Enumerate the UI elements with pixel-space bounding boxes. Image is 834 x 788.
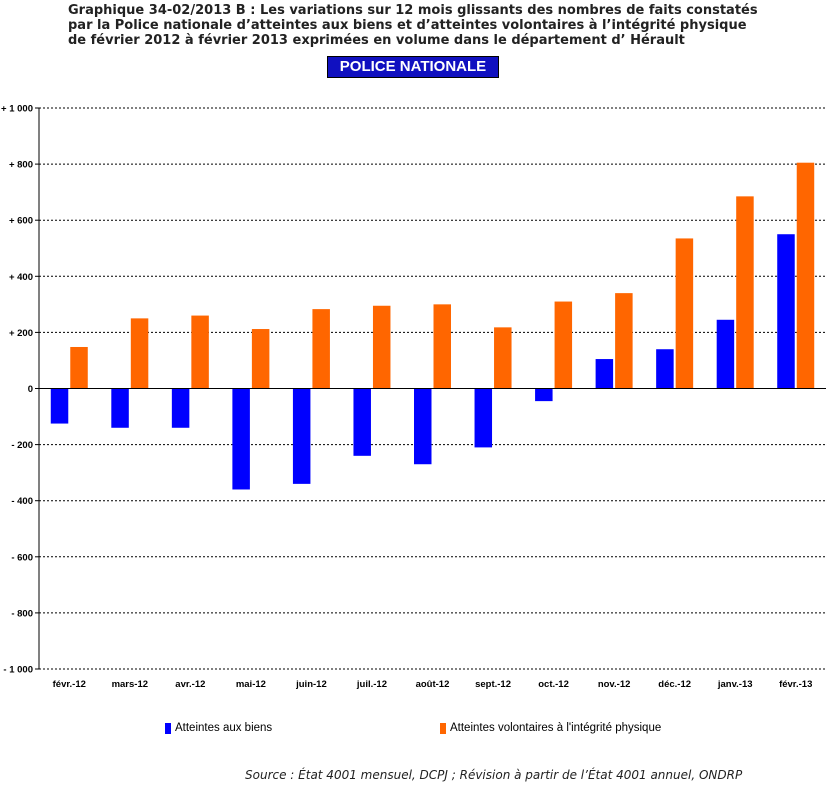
x-tick-label: févr.-12 — [53, 679, 86, 690]
bar-atteintes-aux-biens — [595, 359, 614, 389]
legend-swatch-blue — [165, 722, 171, 734]
chart-title: Graphique 34-02/2013 B : Les variations … — [68, 3, 758, 48]
x-tick-label: août-12 — [416, 679, 450, 690]
legend-swatch-orange — [440, 722, 446, 734]
bar-atteintes-volontaires — [736, 196, 754, 389]
bar-atteintes-aux-biens — [171, 388, 190, 428]
y-tick-label: - 1 000 — [3, 665, 33, 676]
y-tick-label: + 200 — [9, 328, 33, 339]
x-tick-label: nov.-12 — [598, 679, 631, 690]
legend-item-atteintes-volontaires: Atteintes volontaires à l'intégrité phys… — [440, 720, 661, 736]
bar-atteintes-aux-biens — [535, 388, 553, 402]
bar-atteintes-aux-biens — [50, 388, 69, 424]
y-tick-label: 0 — [28, 384, 33, 395]
legend-item-atteintes-aux-biens: Atteintes aux biens — [165, 720, 272, 736]
gridlines — [39, 107, 826, 670]
bar-atteintes-aux-biens — [292, 388, 311, 484]
bar-atteintes-volontaires — [615, 293, 633, 389]
x-tick-label: mars-12 — [112, 679, 148, 690]
bar-chart: + 1 000 + 800 + 600 + 400 + 200 0 - 200 - 400 - … — [1, 104, 826, 690]
y-tick-label: + 400 — [9, 272, 33, 283]
x-tick-label: avr.-12 — [175, 679, 205, 690]
source-note: Source : État 4001 mensuel, DCPJ ; Révis… — [245, 768, 743, 782]
bar-atteintes-volontaires — [796, 162, 815, 389]
bar-atteintes-volontaires — [494, 327, 512, 389]
axes — [35, 107, 826, 670]
bar-atteintes-volontaires — [312, 309, 330, 389]
x-tick-label: déc.-12 — [658, 679, 691, 690]
bar-atteintes-aux-biens — [232, 388, 250, 490]
bar-atteintes-aux-biens — [716, 319, 735, 389]
x-tick-label: sept.-12 — [475, 679, 511, 690]
bar-atteintes-volontaires — [251, 329, 270, 389]
y-tick-label: - 600 — [11, 552, 33, 563]
y-tick-label: - 200 — [11, 440, 33, 451]
bar-atteintes-aux-biens — [656, 349, 674, 389]
police-nationale-banner: POLICE NATIONALE — [327, 56, 499, 78]
x-tick-label: mai-12 — [236, 679, 266, 690]
bar-atteintes-aux-biens — [777, 234, 795, 389]
bar-atteintes-aux-biens — [353, 388, 371, 456]
y-tick-label: - 800 — [11, 608, 33, 619]
legend-label: Atteintes volontaires à l'intégrité phys… — [450, 722, 662, 734]
bar-atteintes-volontaires — [554, 301, 573, 389]
bar-atteintes-volontaires — [70, 346, 88, 389]
y-tick-label: + 1 000 — [1, 104, 33, 115]
x-tick-label: oct.-12 — [538, 679, 569, 690]
y-tick-label: - 400 — [11, 496, 33, 507]
bar-atteintes-volontaires — [433, 304, 451, 389]
bar-atteintes-volontaires — [675, 238, 694, 389]
x-tick-label: juin-12 — [295, 679, 327, 690]
bar-atteintes-volontaires — [372, 305, 391, 389]
y-tick-label: + 800 — [9, 160, 33, 171]
bar-atteintes-volontaires — [130, 318, 149, 389]
bar-atteintes-aux-biens — [111, 388, 129, 428]
legend-label: Atteintes aux biens — [175, 722, 273, 734]
y-tick-labels: + 1 000 + 800 + 600 + 400 + 200 0 - 200 - 400 - … — [1, 104, 33, 676]
x-tick-label: juil.-12 — [356, 679, 387, 690]
bar-atteintes-aux-biens — [474, 388, 493, 448]
bar-atteintes-volontaires — [191, 315, 209, 389]
y-tick-label: + 600 — [9, 216, 33, 227]
bars — [50, 162, 815, 490]
x-tick-label: févr.-13 — [779, 679, 812, 690]
x-tick-label: janv.-13 — [717, 679, 753, 690]
x-tick-labels: févr.-12 mars-12 avr.-12 mai-12 juin-12 juil.… — [53, 679, 813, 690]
bar-atteintes-aux-biens — [414, 388, 432, 465]
